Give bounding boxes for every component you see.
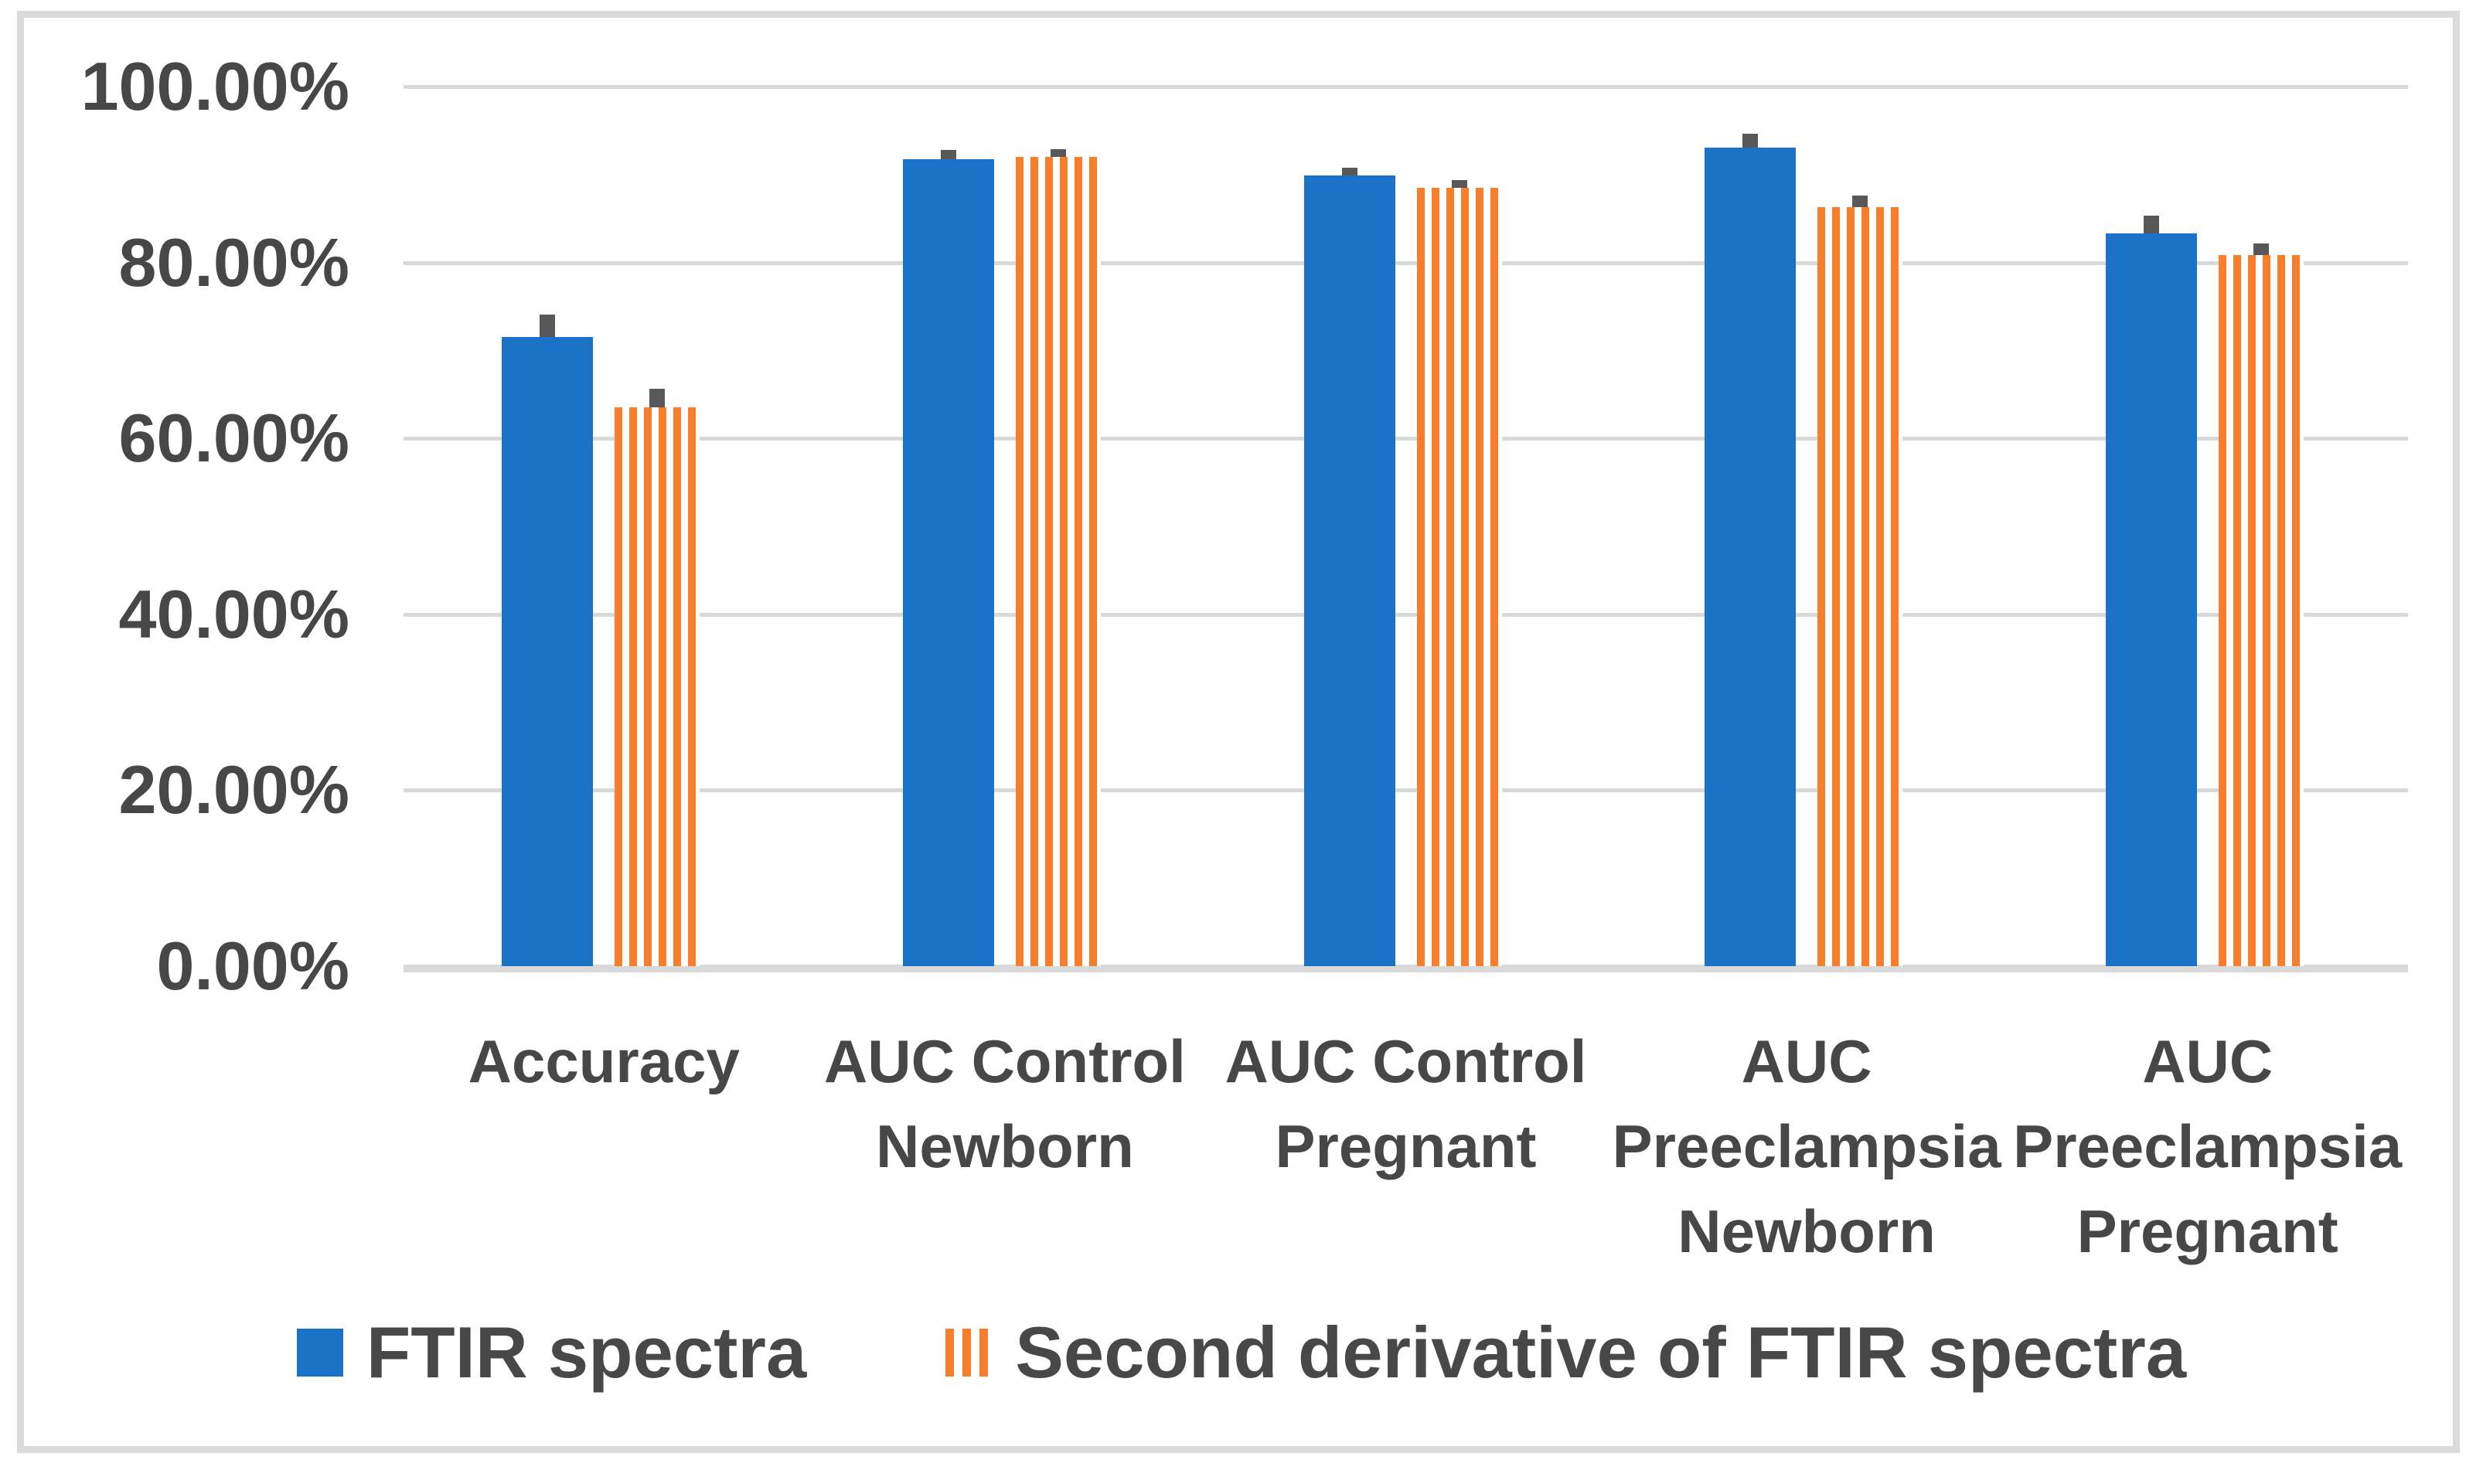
gridline bbox=[404, 437, 2408, 441]
bar bbox=[615, 407, 700, 966]
legend-swatch-striped bbox=[945, 1329, 993, 1377]
bar bbox=[1303, 175, 1395, 966]
error-bar bbox=[1742, 134, 1759, 148]
legend-item: FTIR spectra bbox=[296, 1312, 807, 1393]
error-bar bbox=[2143, 216, 2159, 234]
x-category-label: AUC Preeclampsia Newborn bbox=[1612, 1027, 2001, 1265]
bar bbox=[1416, 187, 1502, 966]
y-tick-label: 60.00% bbox=[118, 400, 349, 477]
x-category-label: AUC Control Pregnant bbox=[1224, 1027, 1587, 1180]
gridline bbox=[404, 260, 2408, 265]
bar bbox=[1817, 206, 1903, 966]
error-bar bbox=[940, 149, 956, 160]
y-tick-label: 40.00% bbox=[118, 575, 349, 652]
x-category-label: AUC Preeclampsia Pregnant bbox=[2013, 1027, 2403, 1265]
gridline bbox=[404, 85, 2408, 89]
y-tick-label: 0.00% bbox=[156, 928, 349, 1004]
legend-label: FTIR spectra bbox=[366, 1312, 807, 1393]
bar bbox=[2218, 255, 2304, 966]
legend: FTIR spectra Second derivative of FTIR sp… bbox=[0, 1314, 2483, 1391]
legend-item: Second derivative of FTIR spectra bbox=[945, 1314, 2186, 1391]
y-tick-label: 80.00% bbox=[118, 223, 349, 301]
bar bbox=[902, 159, 994, 966]
bar bbox=[2105, 233, 2197, 966]
error-bar bbox=[649, 389, 666, 408]
x-category-label: AUC Control Newborn bbox=[823, 1027, 1186, 1180]
chart-frame bbox=[17, 11, 2460, 1453]
gridline bbox=[404, 788, 2408, 793]
gridline bbox=[404, 612, 2408, 617]
error-bar bbox=[2253, 243, 2269, 256]
bar bbox=[1015, 157, 1101, 966]
error-bar bbox=[1852, 196, 1868, 207]
y-tick-label: 100.00% bbox=[80, 48, 349, 124]
error-bar bbox=[1050, 148, 1066, 158]
error-bar bbox=[1451, 179, 1467, 188]
legend-swatch-solid bbox=[296, 1329, 343, 1377]
legend-label: Second derivative of FTIR spectra bbox=[1015, 1312, 2187, 1393]
error-bar bbox=[1341, 167, 1357, 175]
y-tick-label: 20.00% bbox=[118, 751, 349, 829]
bar bbox=[1705, 147, 1797, 966]
x-axis-baseline bbox=[404, 965, 2408, 972]
bar bbox=[502, 337, 594, 966]
error-bar bbox=[540, 314, 556, 338]
x-category-label: Accuracy bbox=[468, 1027, 740, 1095]
